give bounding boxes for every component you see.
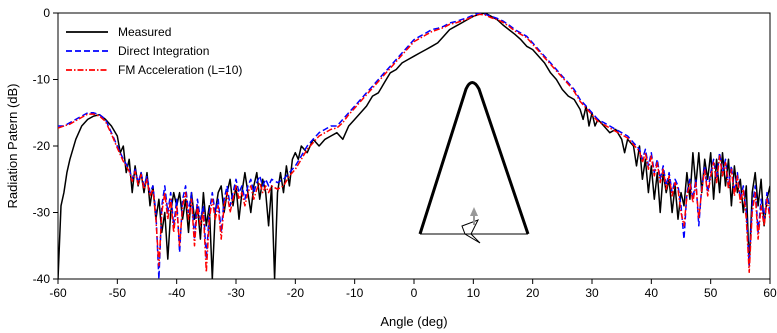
x-tick-label: 20 bbox=[526, 286, 540, 300]
series-line-3 bbox=[58, 13, 770, 274]
y-tick-label: -10 bbox=[33, 73, 51, 87]
x-tick-label: 10 bbox=[467, 286, 481, 300]
legend-label-1: Measured bbox=[118, 25, 171, 39]
x-tick-label: -60 bbox=[49, 286, 67, 300]
y-tick-label: -20 bbox=[33, 139, 51, 153]
x-tick-label: 0 bbox=[411, 286, 418, 300]
triangle-antenna-shape bbox=[418, 81, 530, 235]
legend-label-3: FM Acceleration (L=10) bbox=[118, 63, 242, 77]
x-tick-label: 30 bbox=[585, 286, 599, 300]
legend-label-2: Direct Integration bbox=[118, 44, 209, 58]
x-tick-label: -10 bbox=[346, 286, 364, 300]
x-tick-label: 40 bbox=[645, 286, 659, 300]
series-line-1 bbox=[58, 13, 770, 279]
x-axis-label: Angle (deg) bbox=[380, 314, 447, 329]
y-tick-label: -30 bbox=[33, 206, 51, 220]
x-tick-label: -30 bbox=[227, 286, 245, 300]
x-tick-label: -40 bbox=[168, 286, 186, 300]
x-tick-label: -50 bbox=[109, 286, 127, 300]
x-tick-label: 60 bbox=[763, 286, 777, 300]
legend: Measured Direct Integration FM Acceleratio… bbox=[66, 25, 242, 77]
plot-area bbox=[57, 12, 771, 280]
x-tick-label: -20 bbox=[287, 286, 305, 300]
feed-arrow-head bbox=[470, 207, 478, 216]
y-axis-label: Radiation Patern (dB) bbox=[5, 83, 20, 208]
y-tick-label: -40 bbox=[33, 272, 51, 286]
feed-source-icon bbox=[461, 219, 481, 244]
y-tick-label: 0 bbox=[43, 6, 50, 20]
triangle-antenna-inset bbox=[418, 81, 530, 244]
x-tick-label: 50 bbox=[704, 286, 718, 300]
